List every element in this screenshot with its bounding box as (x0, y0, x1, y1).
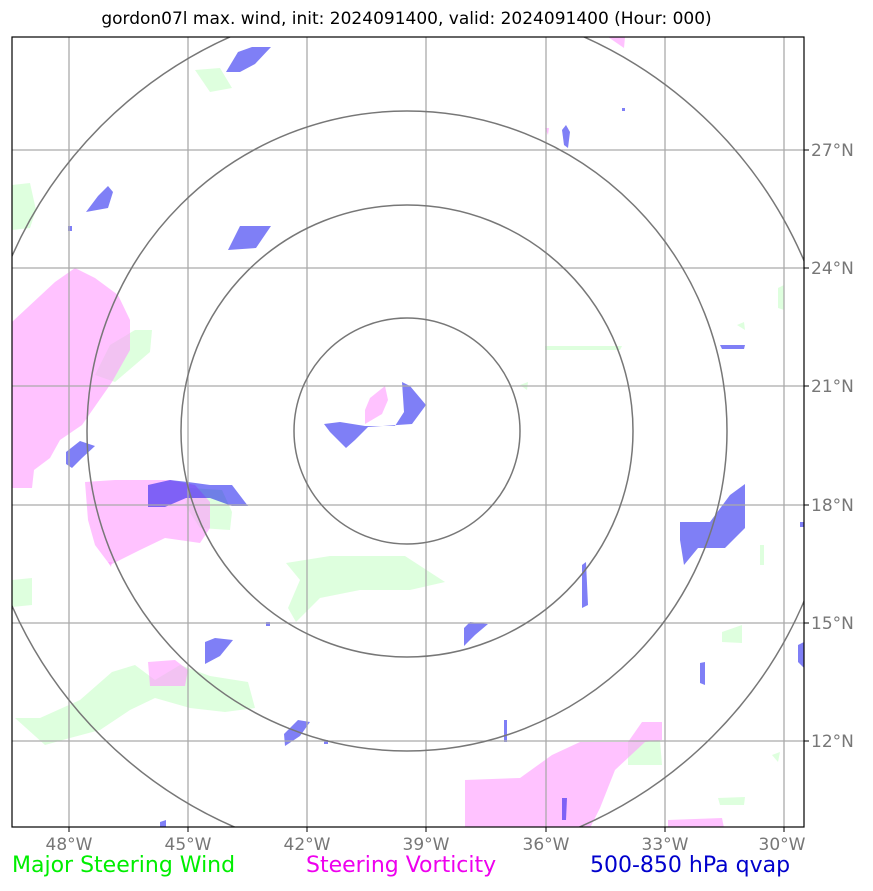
wind-area (718, 797, 745, 805)
vorticity-area (365, 386, 388, 424)
lon-tick-label: 30°W (759, 835, 806, 855)
qvap-area (720, 345, 745, 349)
lat-tick-label: 12°N (811, 732, 854, 752)
qvap-area (562, 125, 570, 148)
range-ring (293, 317, 521, 545)
vorticity-area (12, 268, 130, 488)
lon-tick-label: 33°W (642, 835, 689, 855)
lon-tick-label: 48°W (46, 835, 93, 855)
wind-area (737, 322, 745, 330)
graticule (12, 37, 804, 827)
qvap-area (504, 720, 507, 742)
wind-area (15, 665, 255, 745)
qvap-area (228, 226, 271, 250)
qvap-area (562, 798, 567, 820)
qvap-area (324, 382, 426, 448)
qvap-area (700, 662, 705, 685)
qvap-area (66, 441, 95, 468)
vorticity-area (465, 722, 662, 827)
range-rings (12, 37, 804, 827)
steering-vorticity-areas (12, 37, 724, 827)
legend-steering-wind: Major Steering Wind (12, 853, 236, 878)
qvap-area (160, 820, 166, 827)
qvap-area (622, 108, 625, 111)
lat-tick-label: 21°N (811, 377, 854, 397)
map-title: gordon07l max. wind, init: 2024091400, v… (101, 9, 712, 29)
wind-area (778, 285, 784, 310)
wind-area (195, 68, 232, 92)
wind-area (12, 183, 36, 230)
qvap-area (205, 638, 233, 664)
wind-area (722, 625, 742, 643)
lat-tick-label: 18°N (811, 496, 854, 516)
range-ring (12, 37, 804, 827)
lon-tick-label: 45°W (165, 835, 212, 855)
qvap-area (800, 522, 804, 527)
wind-area (545, 346, 622, 350)
legend-qvap: 500-850 hPa qvap (590, 853, 791, 878)
legend-steering-vorticity: Steering Vorticity (306, 853, 497, 878)
wind-area (12, 578, 32, 607)
qvap-area (86, 186, 113, 212)
lat-tick-label: 15°N (811, 614, 854, 634)
vorticity-area (608, 37, 625, 48)
steering-wind-areas (12, 68, 784, 805)
qvap-area (284, 720, 310, 746)
lon-tick-label: 36°W (523, 835, 570, 855)
qvap-area (148, 480, 248, 507)
range-ring (180, 204, 634, 658)
map-frame (11, 36, 805, 828)
range-ring (86, 110, 728, 752)
qvap-area (798, 642, 804, 668)
qvap-area (582, 562, 588, 608)
lon-tick-label: 39°W (403, 835, 450, 855)
vorticity-area (668, 818, 724, 827)
qvap-area (226, 47, 271, 72)
lon-tick-label: 42°W (284, 835, 331, 855)
vorticity-area (148, 660, 188, 686)
qvap-areas (66, 47, 804, 827)
lat-tick-label: 24°N (811, 259, 854, 279)
wind-area (772, 752, 780, 762)
vorticity-area (85, 480, 210, 565)
wind-area (760, 545, 764, 565)
lat-tick-label: 27°N (811, 141, 854, 161)
wind-area (286, 556, 445, 622)
qvap-area (464, 622, 488, 646)
vorticity-area (108, 562, 112, 567)
